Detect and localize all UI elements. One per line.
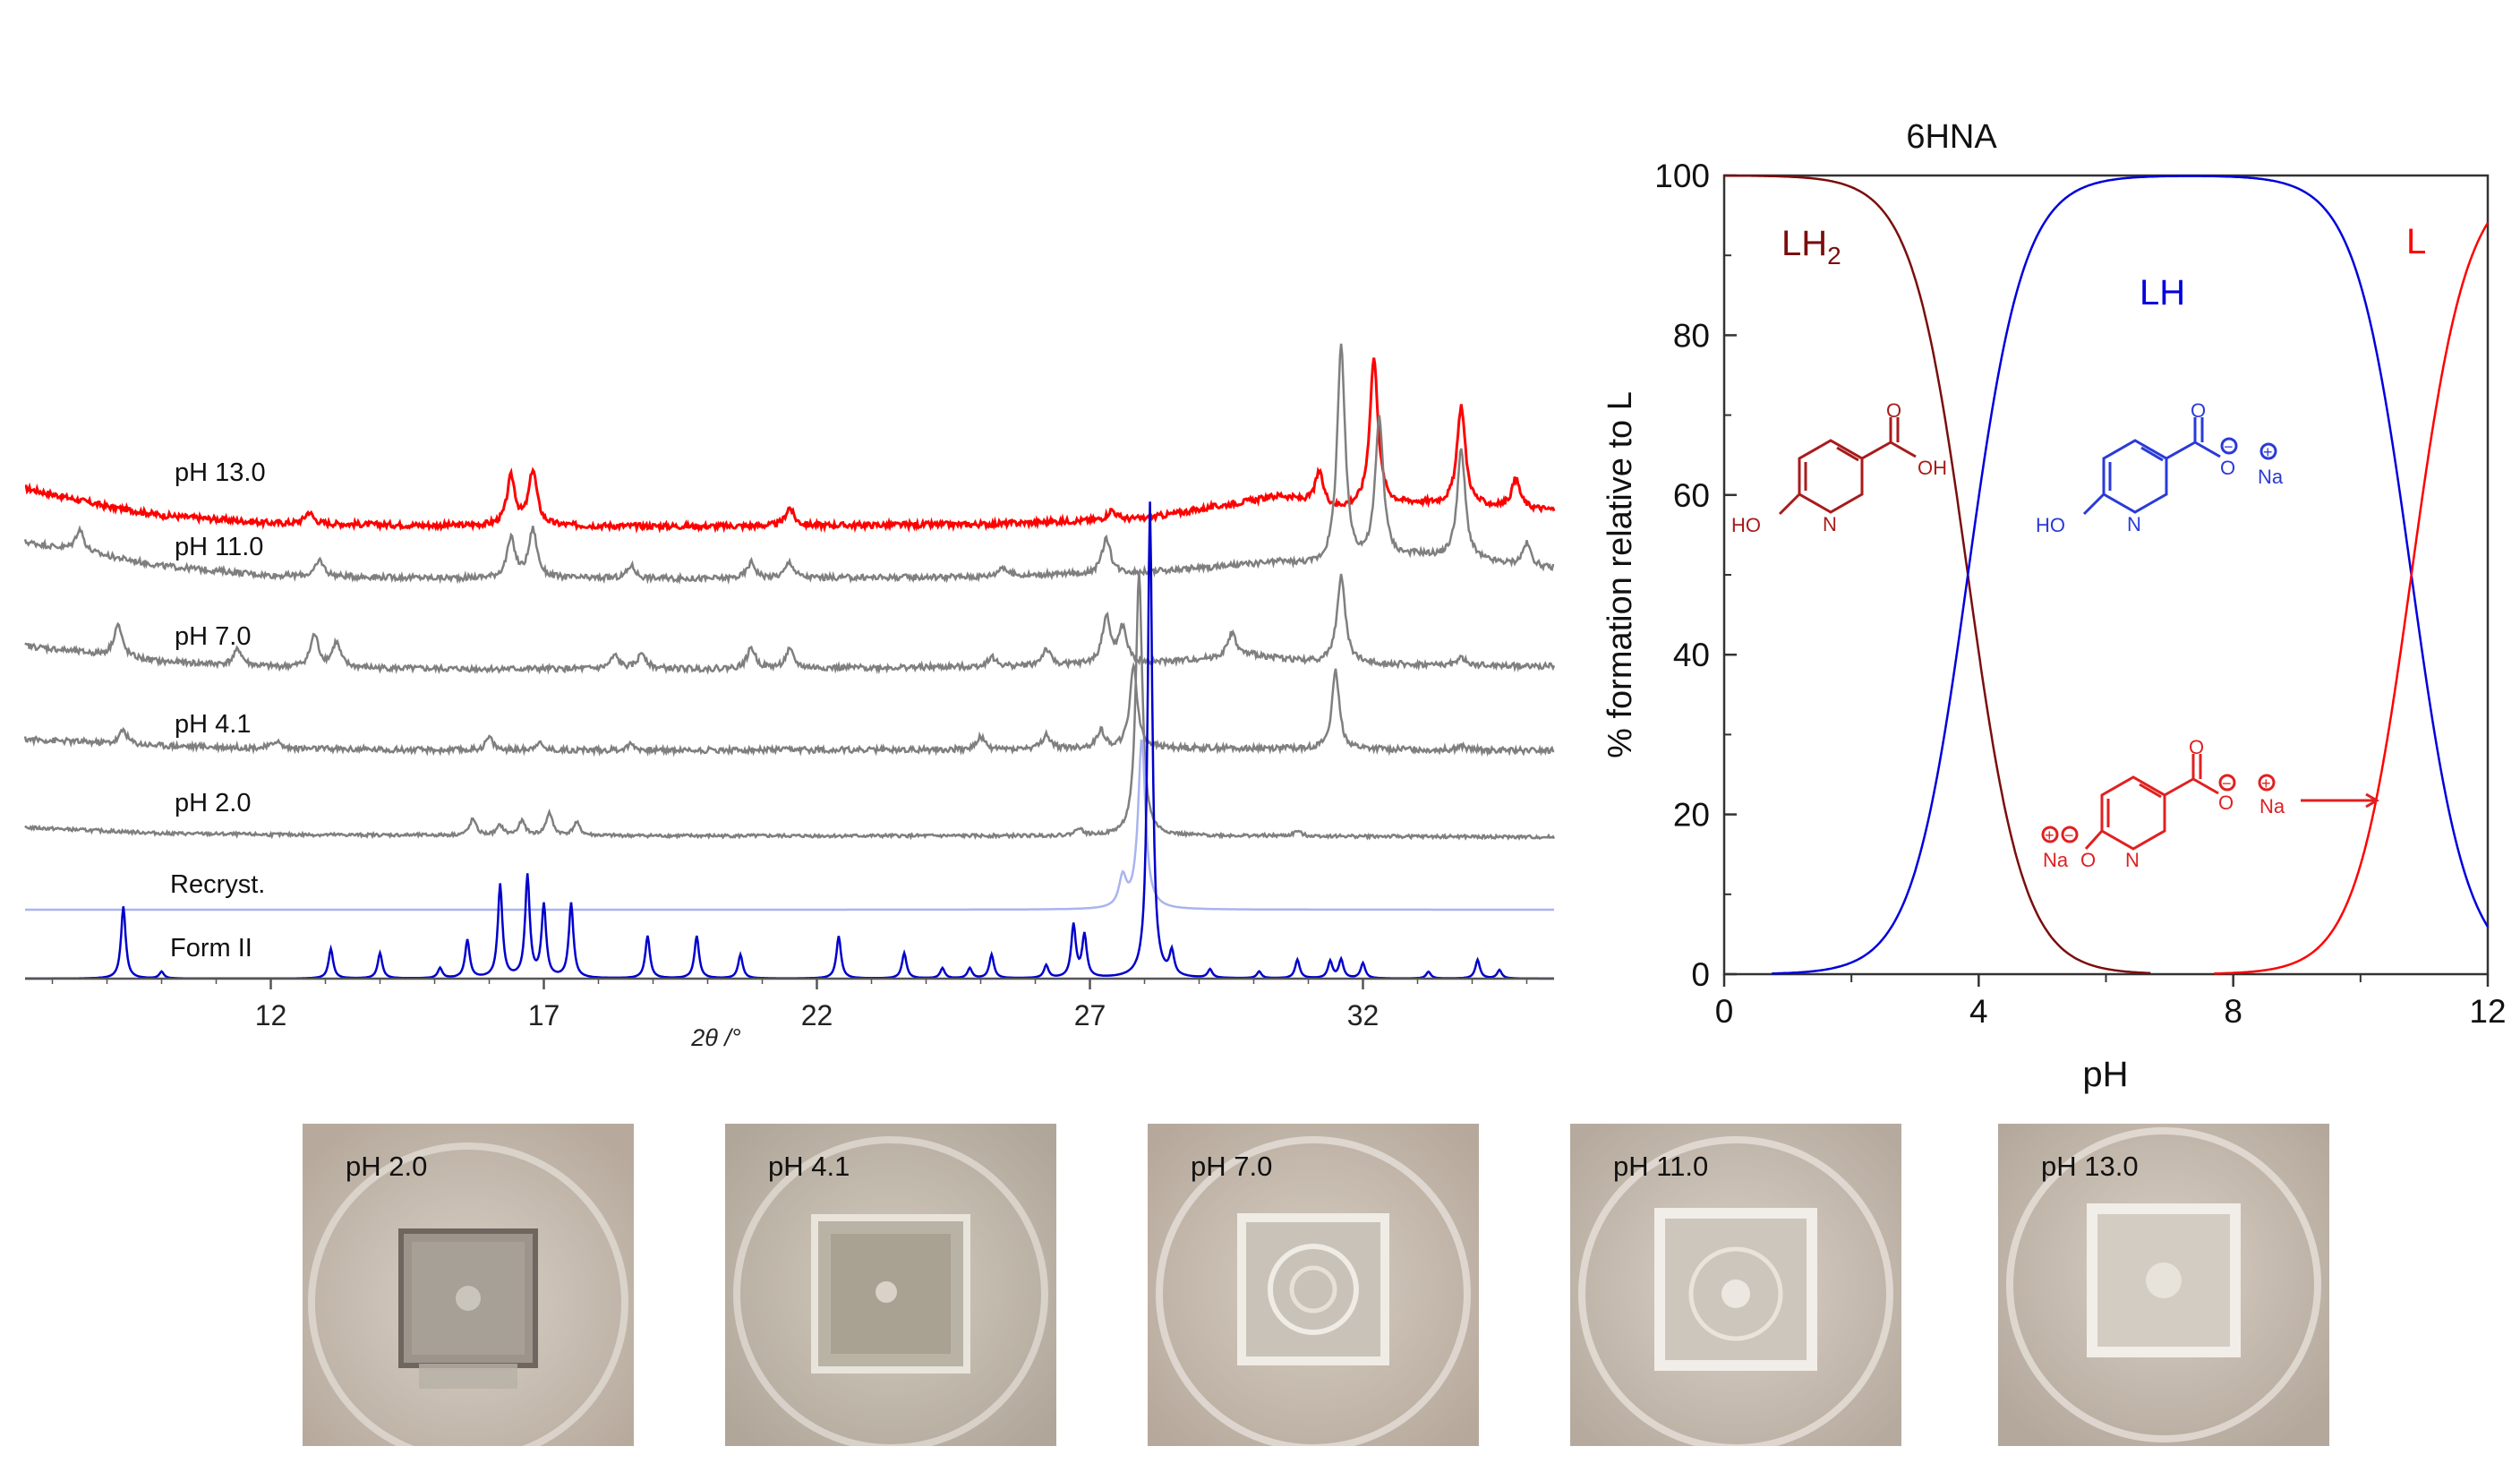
lh-atom-n: N	[2127, 513, 2141, 535]
pxrd-trace-ph-7-0	[24, 573, 1556, 675]
pxrd-trace-recryst	[25, 739, 1554, 911]
pxrd-trace-label: pH 2.0	[175, 789, 251, 817]
pxrd-x-tick-label: 32	[1347, 999, 1380, 1031]
photo-label: pH 2.0	[346, 1151, 428, 1182]
photo-ph-7-0-image	[1148, 1124, 1479, 1446]
lh-atom-na: Na	[2258, 466, 2284, 488]
pxrd-trace-label: pH 11.0	[175, 533, 263, 561]
lh-atom-o-anion: O	[2220, 457, 2235, 479]
speciation-x-tick-label: 8	[2224, 993, 2242, 1030]
pxrd-trace-label: pH 4.1	[175, 710, 251, 739]
photo-ph-13-0-image	[1998, 1124, 2329, 1446]
lh2-atom-ho: HO	[1731, 514, 1761, 536]
structure-l-atoms: O O Na Na O N − + + −	[2043, 736, 2285, 871]
speciation-y-axis-label: % formation relative to L	[1602, 391, 1639, 758]
l-charge-plus-phenolate: +	[2045, 826, 2054, 844]
photo-ph-4-1-image	[725, 1124, 1056, 1446]
pxrd-x-ticks: 12 17 22 27 32	[51, 979, 1528, 1031]
speciation-curves	[1724, 174, 2490, 975]
photo-ph-11-0-image	[1570, 1124, 1901, 1446]
speciation-chart: 6HNA 0 20 40 60 80 100 0 4 8 12 % formation relat…	[1602, 118, 2507, 1094]
pxrd-trace-label: pH 7.0	[175, 622, 251, 651]
photo-ph-13-0: pH 13.0	[1998, 1124, 2329, 1446]
pxrd-trace-ph-13-0	[24, 357, 1556, 535]
photo-ph-4-1: pH 4.1	[725, 1124, 1056, 1446]
lh2-atom-n: N	[1823, 513, 1837, 535]
pxrd-x-tick-label: 12	[255, 999, 287, 1031]
l-atom-o-phenolate: O	[2080, 849, 2096, 871]
l-atom-o-anion: O	[2218, 792, 2234, 814]
pxrd-trace-label: pH 13.0	[175, 458, 266, 487]
lh2-atom-o: O	[1886, 399, 1901, 422]
lh-charge-minus: −	[2224, 438, 2234, 456]
structure-l	[2041, 754, 2379, 851]
speciation-x-tick-label: 12	[2469, 993, 2506, 1030]
speciation-curve-lh	[1772, 175, 2490, 975]
structure-lh2-atoms: O OH HO N	[1731, 399, 1947, 536]
speciation-x-tick-label: 4	[1969, 993, 1988, 1030]
l-charge-plus-carboxylate: +	[2261, 775, 2271, 792]
photo-label: pH 11.0	[1613, 1151, 1709, 1182]
speciation-curve-l	[2214, 222, 2490, 975]
photo-label: pH 13.0	[2041, 1151, 2139, 1182]
speciation-y-tick-label: 0	[1691, 956, 1710, 993]
photo-label: pH 4.1	[768, 1151, 850, 1182]
pxrd-x-tick-label: 17	[528, 999, 560, 1031]
photo-ph-11-0: pH 11.0	[1570, 1124, 1901, 1446]
speciation-y-tick-label: 100	[1654, 158, 1710, 194]
lh-atom-ho: HO	[2036, 514, 2065, 536]
speciation-y-tick-label: 40	[1673, 637, 1710, 673]
structure-lh2	[1778, 417, 1917, 516]
speciation-ticks: 0 20 40 60 80 100 0 4 8 12	[1654, 158, 2506, 1030]
pxrd-x-tick-label: 22	[801, 999, 833, 1031]
speciation-y-tick-label: 20	[1673, 797, 1710, 834]
lh-charge-plus: +	[2263, 443, 2273, 461]
pxrd-chart: pH 13.0 pH 11.0 pH 7.0 pH 4.1 pH 2.0 Recryst.…	[23, 343, 1556, 1051]
photo-label: pH 7.0	[1191, 1151, 1273, 1182]
pxrd-trace-ph-4-1	[23, 661, 1555, 757]
speciation-x-tick-label: 0	[1715, 993, 1734, 1030]
speciation-curve-lh2	[1724, 174, 2151, 975]
speciation-y-tick-label: 80	[1673, 317, 1710, 354]
l-atom-o-carbonyl: O	[2189, 736, 2204, 758]
photo-ph-2-0: pH 2.0	[303, 1124, 634, 1446]
lh-atom-o-carbonyl: O	[2191, 399, 2206, 422]
pxrd-trace-ph-2-0	[24, 571, 1556, 841]
pxrd-trace-label: Recryst.	[170, 870, 265, 899]
pxrd-trace-labels: pH 13.0 pH 11.0 pH 7.0 pH 4.1 pH 2.0 Recryst.…	[170, 458, 266, 963]
l-charge-minus-carboxylate: −	[2222, 775, 2232, 792]
species-label-lh2: LH2	[1781, 224, 1841, 270]
pxrd-trace-label: Form II	[170, 934, 252, 963]
speciation-plot-frame	[1722, 174, 2490, 976]
speciation-title: 6HNA	[1906, 118, 1997, 156]
l-atom-na-phenolate: Na	[2043, 849, 2069, 871]
lh2-atom-oh: OH	[1918, 457, 1947, 479]
photo-ph-2-0-image	[303, 1124, 634, 1446]
pxrd-x-tick-label: 27	[1074, 999, 1106, 1031]
speciation-x-axis-label: pH	[2082, 1055, 2128, 1094]
pxrd-x-axis-label: 2θ /°	[690, 1024, 741, 1051]
photo-ph-7-0: pH 7.0	[1148, 1124, 1479, 1446]
pxrd-trace-ph-11-0	[23, 343, 1555, 586]
speciation-y-tick-label: 60	[1673, 477, 1710, 514]
structure-lh-atoms: O O Na HO N − +	[2036, 399, 2284, 536]
species-label-l: L	[2406, 222, 2426, 261]
species-label-lh: LH	[2140, 273, 2185, 312]
structure-lh	[2082, 417, 2277, 516]
l-atom-n: N	[2125, 849, 2140, 871]
l-atom-na-carboxylate: Na	[2259, 795, 2285, 817]
l-charge-minus-phenolate: −	[2064, 826, 2074, 844]
